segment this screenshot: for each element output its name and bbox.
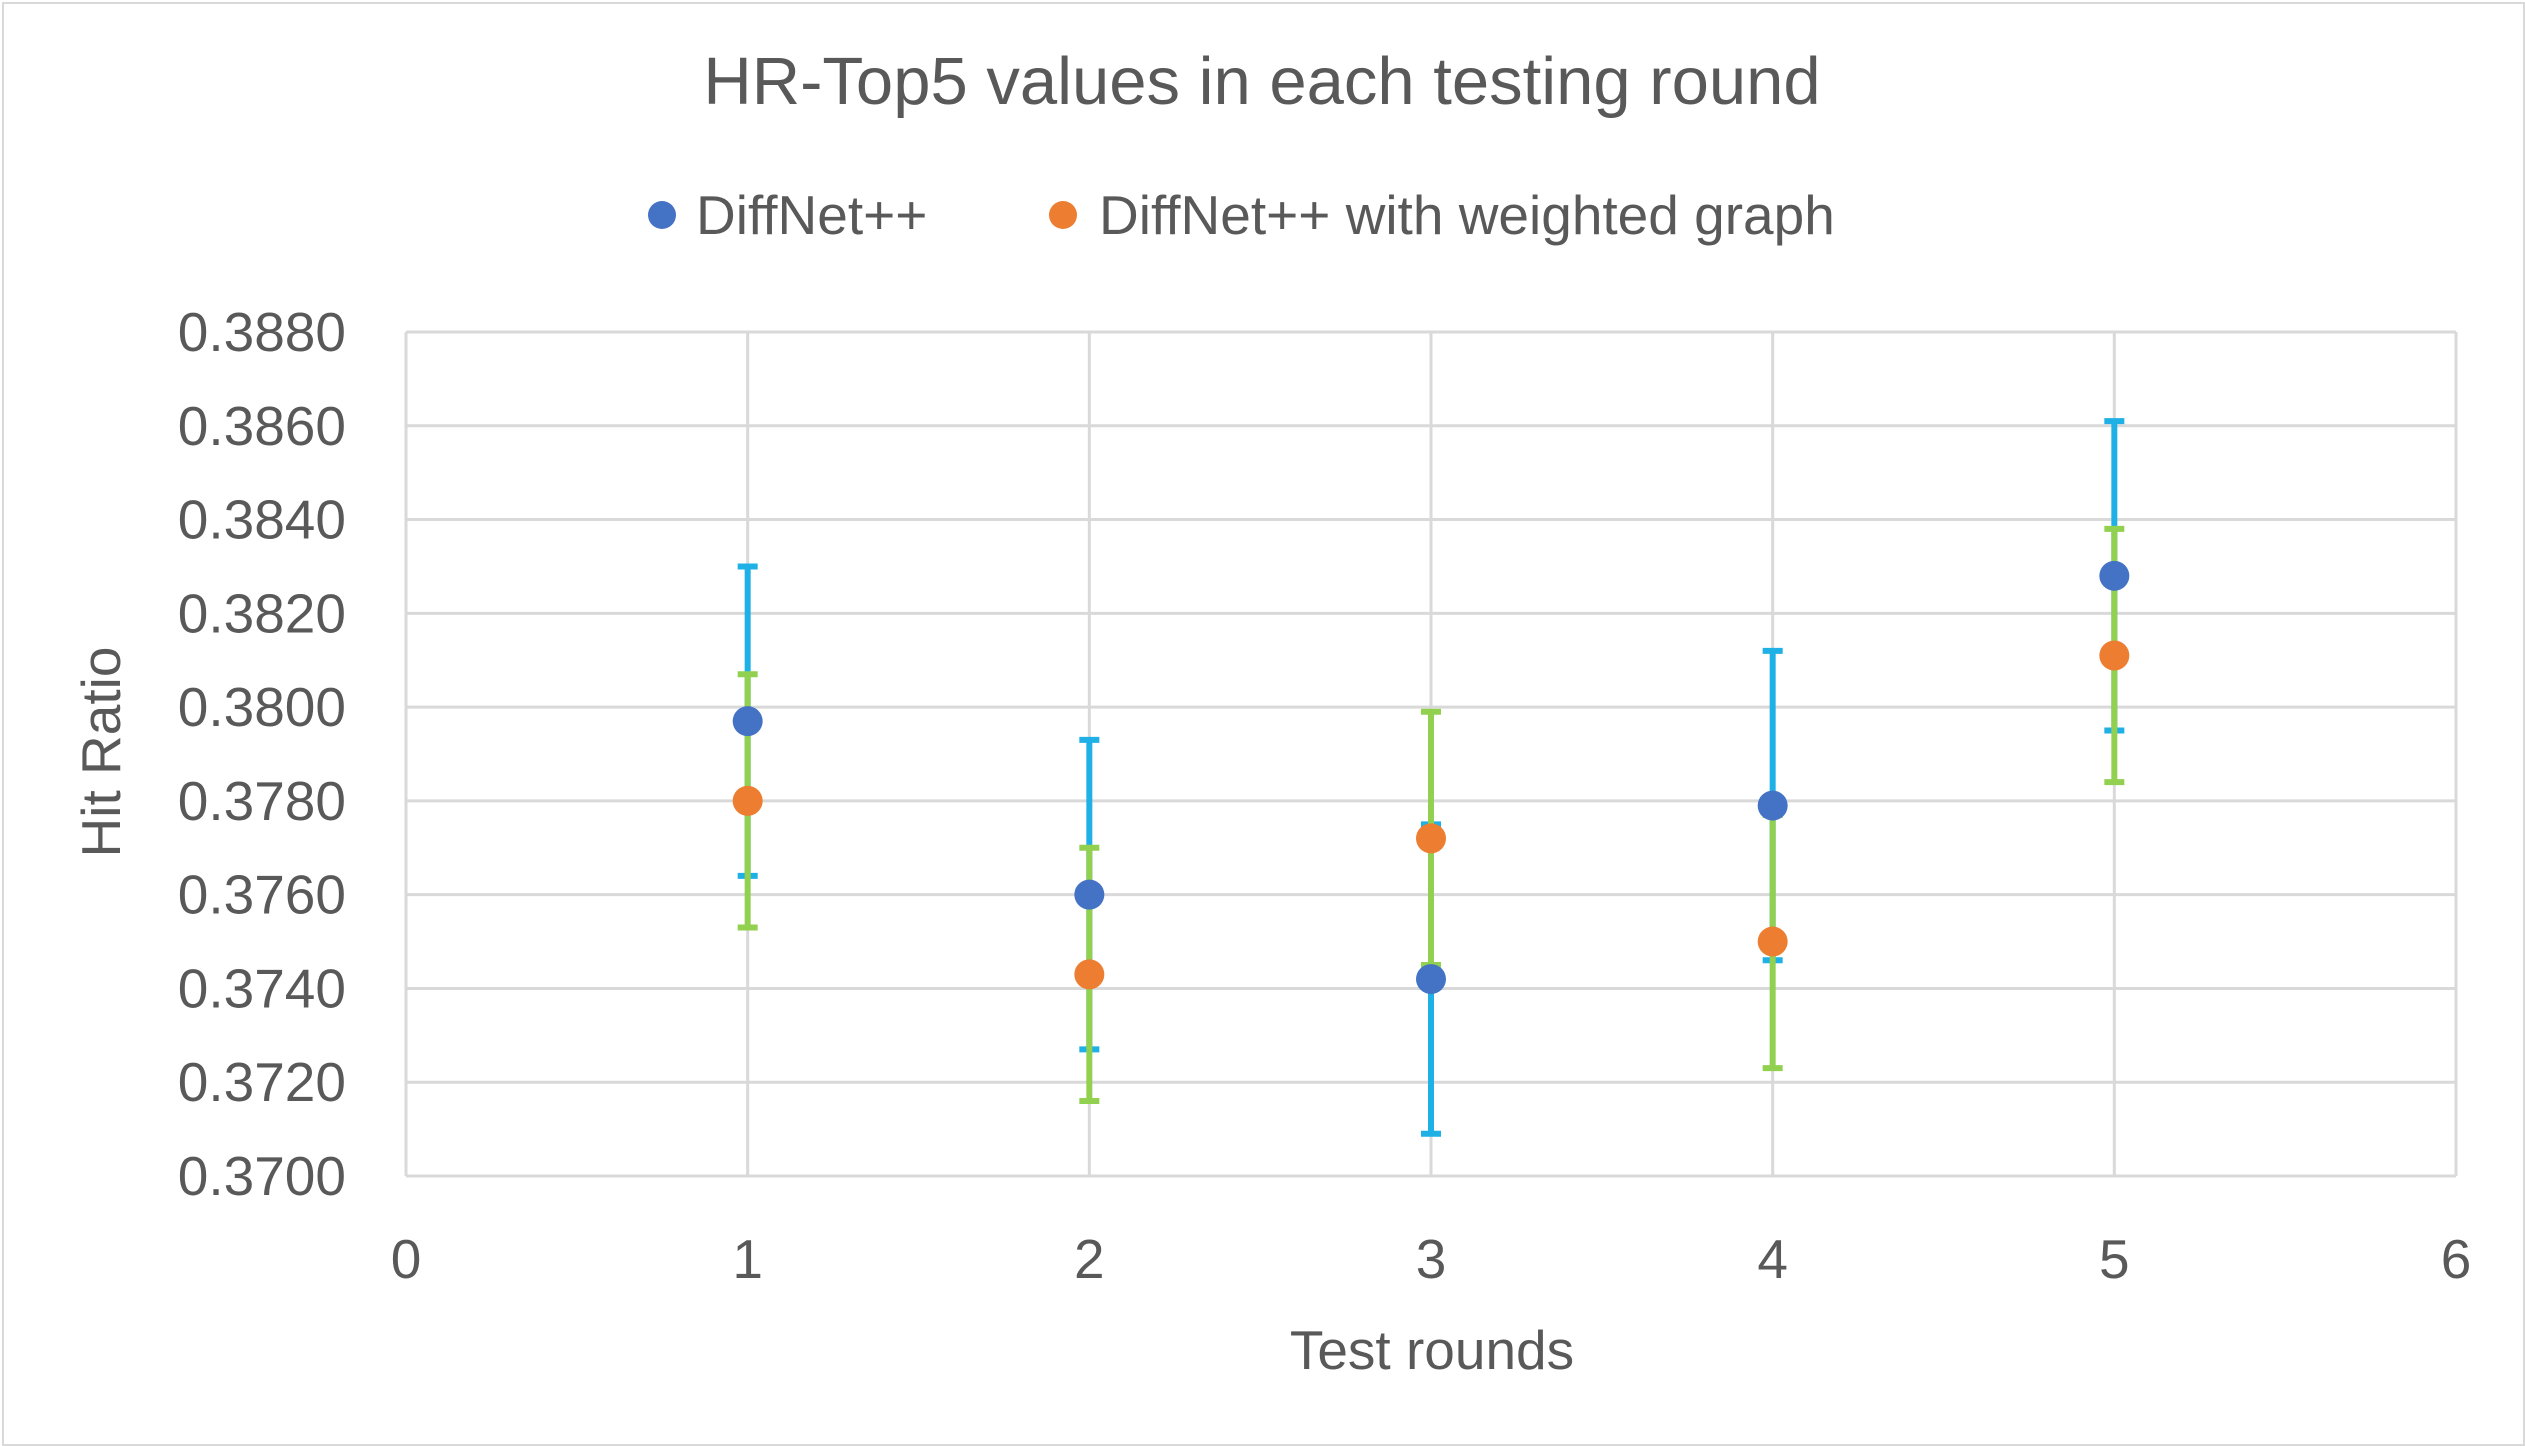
- y-tick-labels: 0.3700 0.3720 0.3740 0.3760 0.3780 0.3800 0.38…: [178, 301, 346, 1207]
- x-tick-label: 5: [2099, 1228, 2130, 1290]
- legend: DiffNet++ DiffNet++ with weighted graph: [648, 184, 1835, 246]
- y-tick-label: 0.3740: [178, 957, 346, 1019]
- x-tick-label: 6: [2441, 1228, 2472, 1290]
- y-tick-label: 0.3860: [178, 395, 346, 457]
- diffnet-point: [1074, 879, 1105, 910]
- chart-title: HR-Top5 values in each testing round: [703, 44, 1820, 119]
- y-tick-label: 0.3880: [178, 301, 346, 363]
- legend-label-diffnet: DiffNet++: [696, 184, 927, 246]
- weighted-graph-point: [732, 785, 763, 816]
- x-tick-label: 4: [1757, 1228, 1788, 1290]
- x-tick-label: 2: [1074, 1228, 1105, 1290]
- x-tick-label: 1: [732, 1228, 763, 1290]
- weighted-graph-point: [2099, 640, 2130, 671]
- y-tick-label: 0.3840: [178, 489, 346, 551]
- data-points: [732, 560, 2130, 995]
- weighted-graph-point: [1757, 926, 1788, 957]
- weighted-graph-point: [1074, 959, 1105, 990]
- y-axis-title: Hit Ratio: [70, 647, 132, 858]
- diffnet-point: [1416, 964, 1446, 995]
- diffnet-point: [1757, 790, 1788, 821]
- x-tick-label: 3: [1416, 1228, 1447, 1290]
- y-tick-label: 0.3780: [178, 770, 346, 832]
- weighted-graph-point: [1416, 823, 1446, 854]
- y-tick-label: 0.3760: [178, 864, 346, 926]
- x-tick-labels: 0 1 2 3 4 5 6: [391, 1228, 2472, 1290]
- diffnet-point: [2099, 560, 2130, 591]
- x-tick-label: 0: [391, 1228, 422, 1290]
- y-tick-label: 0.3800: [178, 676, 346, 738]
- legend-marker-diffnet: [648, 201, 676, 229]
- legend-label-weighted: DiffNet++ with weighted graph: [1099, 184, 1835, 246]
- y-tick-label: 0.3820: [178, 582, 346, 644]
- legend-marker-weighted: [1049, 201, 1077, 229]
- y-tick-label: 0.3700: [178, 1145, 346, 1207]
- y-tick-label: 0.3720: [178, 1051, 346, 1113]
- x-axis-title: Test rounds: [1290, 1319, 1574, 1381]
- diffnet-point: [732, 706, 763, 737]
